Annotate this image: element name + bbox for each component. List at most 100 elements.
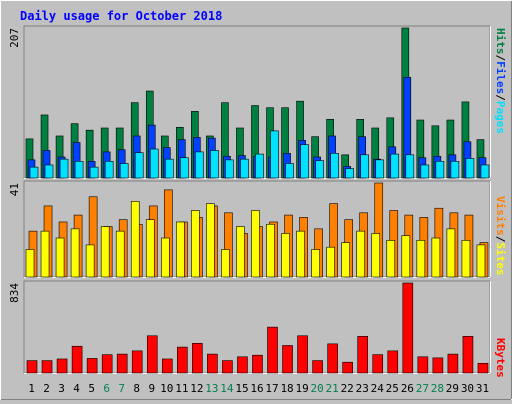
x-tick-label-day-21: 21 [326, 382, 339, 395]
bar-pages-day-8 [134, 152, 144, 179]
bar-pages-day-15 [240, 158, 249, 179]
legend-pages: Pages [494, 101, 507, 134]
bar-kbytes-day-20 [312, 360, 323, 374]
bar-kbytes-day-24 [372, 354, 384, 374]
bar-kbytes-day-8 [131, 350, 143, 374]
bar-kbytes-day-13 [207, 353, 218, 374]
bar-pages-day-31 [480, 164, 490, 179]
bar-kbytes-day-4 [71, 345, 83, 374]
bar-pages-day-30 [465, 158, 475, 179]
bar-sites-day-18 [281, 233, 290, 278]
bar-kbytes-day-30 [462, 336, 474, 374]
bar-kbytes-day-6 [101, 354, 113, 374]
bar-pages-day-20 [315, 160, 324, 179]
bar-sites-day-24 [371, 233, 381, 278]
bar-kbytes-day-25 [387, 350, 399, 374]
bar-sites-day-9 [145, 219, 155, 278]
bar-sites-day-16 [251, 210, 260, 278]
bar-kbytes-day-17 [267, 326, 278, 374]
bar-sites-day-30 [461, 240, 471, 278]
bar-sites-day-5 [85, 244, 95, 278]
bar-sites-day-23 [356, 230, 366, 278]
bar-pages-day-1 [29, 166, 39, 179]
bar-kbytes-day-5 [86, 358, 98, 374]
legend-files: Files [494, 61, 507, 94]
x-tick-label-day-7: 7 [118, 382, 125, 395]
bar-kbytes-day-23 [357, 336, 369, 374]
bar-sites-day-13 [206, 203, 215, 278]
bar-pages-day-21 [330, 153, 339, 179]
bar-pages-day-22 [345, 168, 354, 179]
bar-kbytes-day-18 [282, 345, 293, 374]
bar-kbytes-day-9 [146, 335, 158, 374]
hits-ymax-label: 207 [8, 28, 21, 48]
bar-pages-day-14 [225, 159, 234, 179]
bar-kbytes-day-31 [477, 362, 489, 374]
x-tick-label-day-8: 8 [133, 382, 140, 395]
bar-sites-day-11 [176, 221, 185, 278]
bar-pages-day-2 [44, 164, 54, 179]
bar-pages-day-27 [420, 164, 430, 179]
bar-kbytes-day-7 [116, 353, 128, 374]
bar-sites-day-15 [236, 226, 245, 278]
bar-pages-day-12 [195, 151, 204, 179]
bar-sites-day-27 [416, 240, 426, 278]
chart-title: Daily usage for October 2018 [20, 9, 222, 23]
bar-pages-day-19 [300, 144, 309, 179]
bar-kbytes-day-11 [177, 346, 188, 374]
bar-kbytes-day-28 [432, 357, 444, 374]
bar-kbytes-day-26 [402, 282, 414, 374]
bar-sites-day-12 [191, 210, 200, 278]
bar-pages-day-4 [74, 161, 84, 179]
bar-kbytes-day-16 [252, 354, 263, 374]
bar-kbytes-day-3 [56, 358, 68, 374]
bar-pages-day-10 [164, 158, 174, 179]
bar-sites-day-26 [401, 235, 411, 278]
x-tick-label-day-9: 9 [148, 382, 155, 395]
bar-sites-day-22 [341, 242, 350, 278]
bar-pages-day-16 [255, 153, 264, 179]
legend-visits: Visits [494, 196, 507, 236]
x-tick-label-day-24: 24 [371, 382, 385, 395]
bar-sites-day-29 [446, 228, 456, 278]
bar-pages-day-18 [285, 163, 294, 179]
bar-sites-day-3 [55, 237, 65, 278]
legend-separator: / [494, 55, 507, 62]
bar-sites-day-31 [476, 244, 486, 278]
bar-pages-day-29 [450, 161, 460, 179]
x-tick-label-day-6: 6 [103, 382, 110, 395]
bar-sites-day-6 [100, 226, 110, 278]
x-tick-label-day-19: 19 [295, 382, 308, 395]
x-tick-label-day-1: 1 [28, 382, 35, 395]
x-axis-day-labels: 1 2 3 4 5 6 7 8 9 10 11 12 13 14 15 16 17 18 19 20 21 22 23 24 2… [28, 382, 489, 395]
bar-pages-day-26 [405, 154, 415, 179]
x-tick-label-day-14: 14 [220, 382, 234, 395]
x-tick-label-day-25: 25 [386, 382, 399, 395]
bar-kbytes-day-12 [192, 343, 203, 374]
bar-kbytes-day-29 [447, 353, 459, 374]
bar-kbytes-day-2 [41, 360, 53, 374]
bar-sites-day-20 [311, 249, 320, 278]
panel-kbytes: 834 [8, 280, 491, 374]
legend-hits: Hits [494, 28, 507, 55]
x-tick-label-day-11: 11 [175, 382, 188, 395]
bar-kbytes-day-21 [327, 343, 338, 374]
bar-pages-day-28 [435, 161, 445, 179]
bar-pages-day-17 [270, 130, 279, 179]
x-tick-label-day-4: 4 [73, 382, 80, 395]
x-tick-label-day-13: 13 [205, 382, 218, 395]
kbytes-ymax-label: 834 [8, 283, 21, 303]
bar-pages-day-5 [89, 166, 99, 179]
x-tick-label-day-16: 16 [250, 382, 263, 395]
bar-kbytes-day-14 [222, 360, 233, 374]
bar-pages-day-23 [360, 154, 370, 179]
bar-pages-day-25 [390, 153, 400, 179]
x-tick-label-day-18: 18 [280, 382, 293, 395]
bar-kbytes-day-19 [297, 335, 308, 374]
bar-sites-day-10 [160, 237, 170, 278]
bar-pages-day-6 [104, 161, 114, 179]
x-tick-label-day-30: 30 [461, 382, 474, 395]
panel-visits: 41 [8, 180, 491, 278]
